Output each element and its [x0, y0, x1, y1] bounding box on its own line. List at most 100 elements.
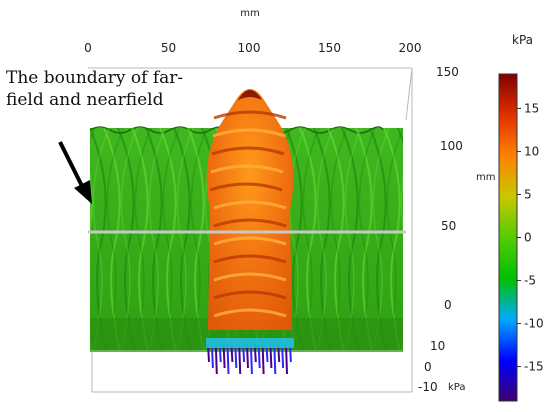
ripple-line — [316, 128, 334, 350]
ripple-line — [386, 128, 403, 350]
ripple-line — [344, 128, 362, 350]
colorbar-tick-label: -15 — [524, 360, 544, 374]
ripple-line — [176, 128, 194, 350]
nearfield-spike — [214, 343, 218, 375]
beam-ridge — [213, 110, 287, 120]
ripple-line — [429, 128, 445, 352]
ripple-line — [400, 174, 403, 350]
z-axis-ticks: 10 0 -10 — [418, 339, 445, 394]
x-tick-label: 150 — [318, 41, 341, 55]
colorbar-label: kPa — [512, 33, 533, 47]
ripple-line — [299, 128, 317, 350]
colorbar-tick-label: 10 — [524, 144, 539, 158]
ripple-line — [327, 128, 345, 350]
annotation-arrow — [58, 141, 92, 204]
nearfield-spike — [285, 343, 288, 375]
ripple-line — [471, 128, 487, 352]
beam-ridge — [210, 164, 284, 174]
ripple-line — [162, 128, 180, 350]
ripple-line — [51, 128, 67, 352]
ripple-line — [454, 128, 470, 352]
ripple-line — [90, 128, 107, 350]
x-tick-label: 200 — [399, 41, 422, 55]
x-tick-label: 0 — [84, 41, 92, 55]
nearfield-spike — [273, 343, 277, 375]
colorbar-tick-label: 0 — [524, 231, 532, 245]
y-axis-label: mm — [476, 172, 495, 183]
ripple-line — [148, 128, 166, 350]
ripple-line — [288, 128, 306, 350]
z-tick-label: -10 — [418, 380, 438, 394]
ripple-line — [145, 128, 163, 350]
colorbar-tick-label: 15 — [524, 101, 539, 115]
y-tick-label: 50 — [441, 219, 456, 233]
ripple-line — [134, 128, 152, 350]
x-tick-label: 50 — [161, 41, 176, 55]
beam-peak — [238, 90, 262, 100]
ripple-line — [412, 128, 428, 352]
ripple-line — [117, 128, 135, 350]
y-axis-ticks: 150 100 50 0 — [436, 65, 463, 312]
ripple-line — [0, 128, 8, 352]
beam-ridge — [213, 236, 287, 246]
ripple-line — [23, 128, 39, 352]
ripple-line — [415, 128, 431, 352]
ripple-line — [341, 128, 359, 350]
beam-ridge — [213, 218, 287, 228]
ripple-line — [92, 128, 110, 350]
colorbar — [498, 73, 518, 402]
ripple-line — [65, 128, 81, 352]
ripple-line — [302, 128, 320, 350]
colorbar-ticks: 15 10 5 0 -5 -10 -15 — [517, 101, 544, 374]
main-beam — [206, 89, 294, 330]
ripple-line — [173, 128, 191, 350]
axis-frame — [88, 67, 413, 393]
ripple-line — [187, 128, 205, 350]
ripple-line — [426, 128, 442, 352]
ripple-line — [159, 128, 177, 350]
ripple-line — [103, 128, 121, 350]
ripple-line — [106, 128, 124, 350]
nearfield-spike — [261, 343, 265, 375]
beam-ridge — [213, 308, 287, 318]
ripple-line — [20, 128, 36, 352]
nearfield-spikes — [206, 338, 294, 375]
annotation-line-2: field and nearfield — [6, 90, 164, 110]
ripple-line — [440, 128, 456, 352]
ripple-line — [90, 172, 93, 350]
ripple-line — [383, 128, 401, 350]
beam-ridge — [213, 254, 287, 264]
nearfield-spike — [226, 343, 230, 375]
ripple-line — [120, 128, 138, 350]
y-tick-label: 100 — [440, 139, 463, 153]
beam-ridge — [209, 182, 283, 192]
beam-ridges — [209, 110, 287, 318]
ripple-line — [443, 128, 459, 352]
ripple-line — [372, 128, 390, 350]
ripple-line — [34, 128, 50, 352]
beam-ridge — [212, 128, 286, 138]
colorbar-tick-label: -10 — [524, 317, 544, 331]
ripple-line — [468, 128, 484, 352]
x-axis-label: mm — [240, 8, 259, 19]
y-tick-label: 0 — [444, 298, 452, 312]
boundary-annotation: The boundary of far- field and nearfield — [6, 68, 183, 110]
x-tick-label: 100 — [238, 41, 261, 55]
beam-ridge — [213, 272, 287, 282]
nearfield-band — [206, 338, 294, 348]
ripple-line — [9, 128, 25, 352]
x-axis-ticks: 0 50 100 150 200 — [84, 41, 421, 55]
z-tick-label: 10 — [430, 339, 445, 353]
nearfield-spike — [238, 343, 242, 375]
ripple-line — [369, 128, 387, 350]
ripple-line — [190, 128, 208, 350]
surface-plot — [0, 89, 487, 375]
ripple-line — [131, 128, 149, 350]
ripple-line — [48, 128, 64, 352]
ripple-line — [285, 128, 303, 350]
colorbar-tick-label: -5 — [524, 274, 536, 288]
z-tick-label: 0 — [424, 360, 432, 374]
ripple-line — [330, 128, 348, 350]
z-axis-label: kPa — [448, 382, 466, 393]
